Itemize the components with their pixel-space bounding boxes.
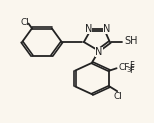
Text: N: N [103,24,110,34]
Text: N: N [95,47,103,57]
Text: 3: 3 [127,67,131,73]
Text: F: F [129,61,134,70]
Text: SH: SH [124,36,138,46]
Text: CF: CF [119,63,130,72]
Text: F: F [129,64,134,73]
Text: N: N [85,24,92,34]
Text: F: F [129,66,134,75]
Text: Cl: Cl [20,18,29,27]
Text: Cl: Cl [113,92,122,101]
